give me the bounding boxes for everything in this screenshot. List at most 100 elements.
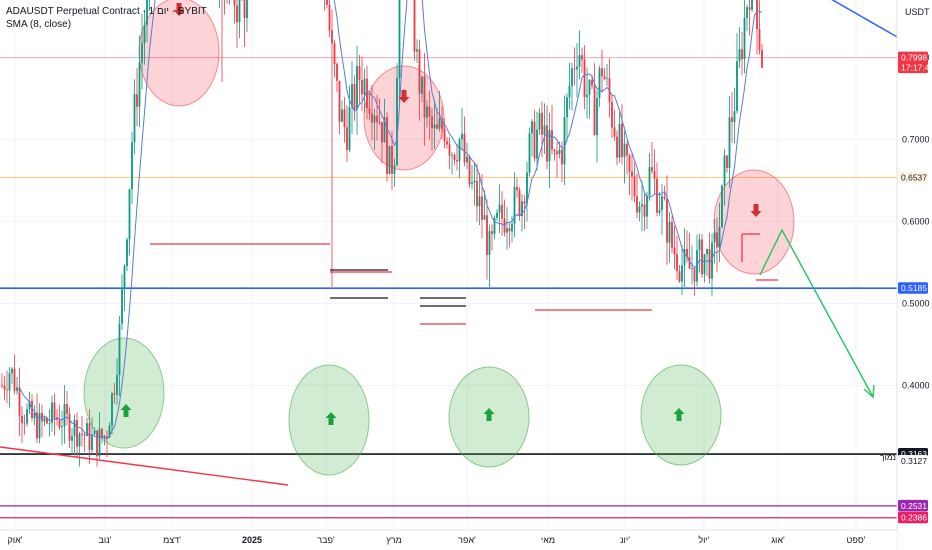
candle-body: [571, 68, 573, 86]
candle-body: [438, 118, 441, 129]
support-circle: [83, 337, 165, 449]
candle-body: [528, 133, 531, 173]
candle-body: [368, 108, 371, 114]
candle: [723, 148, 726, 206]
candle: [101, 427, 103, 444]
candle-body: [341, 109, 343, 122]
candle: [618, 111, 621, 163]
candle: [116, 358, 118, 405]
candle-body: [541, 112, 543, 135]
candle-body: [758, 28, 761, 51]
candle: [733, 87, 736, 144]
candle: [351, 61, 353, 134]
candle: [656, 162, 658, 217]
candle: [466, 142, 468, 170]
candle-body: [663, 196, 666, 199]
candle-body: [343, 109, 346, 128]
candle: [456, 143, 458, 171]
candle-body: [653, 171, 656, 179]
candle: [18, 367, 21, 437]
candle-body: [91, 434, 93, 451]
candle: [746, 4, 748, 32]
candle: [573, 47, 576, 86]
candle-body: [518, 190, 521, 217]
candle-body: [391, 146, 393, 174]
candle-body: [698, 239, 701, 251]
candle-body: [703, 254, 706, 275]
candle: [676, 235, 678, 280]
candle: [426, 100, 428, 128]
candle: [741, 31, 743, 76]
candle: [751, 0, 753, 13]
drawings[interactable]: [0, 0, 898, 486]
candle: [423, 52, 426, 146]
candle: [758, 0, 761, 55]
candle-body: [676, 254, 678, 272]
sma-indicator-label[interactable]: SMA (8, close): [6, 19, 72, 30]
candle-body: [48, 422, 51, 424]
candle-body: [371, 113, 373, 123]
candle-body: [361, 80, 363, 95]
annotation-circles[interactable]: [83, 0, 795, 476]
candle-body: [123, 266, 126, 290]
symbol-title[interactable]: ADAUSDT Perpetual Contract · 1 יום · BYB…: [6, 6, 207, 17]
candle-body: [393, 165, 396, 174]
candle: [643, 193, 646, 231]
candle: [471, 165, 473, 190]
down-arrow-icon: [173, 3, 185, 16]
price-tag-label: 0.6537: [901, 172, 927, 182]
candle: [743, 0, 746, 74]
candle-body: [126, 239, 128, 267]
candle-body: [121, 289, 123, 324]
time-tick-label: ספט': [847, 535, 866, 545]
candle-body: [643, 204, 646, 217]
candle-body: [591, 79, 593, 86]
candle: [233, 0, 236, 24]
candle-body: [456, 160, 458, 162]
candle: [373, 108, 376, 150]
horizontal-lines: [0, 57, 897, 519]
candle-body: [658, 210, 661, 213]
candle: [576, 43, 578, 98]
candle-body: [363, 78, 366, 95]
price-tag: 0.5185: [898, 282, 928, 294]
candle: [593, 63, 596, 136]
candle: [651, 142, 653, 174]
price-tag-bg: [898, 511, 928, 524]
price-tag: 0.3127: [898, 454, 928, 467]
candle: [121, 274, 123, 330]
candle: [8, 367, 11, 408]
candle-body: [453, 155, 456, 161]
candle-body: [88, 423, 91, 451]
candle-body: [626, 143, 628, 156]
candle-body: [421, 76, 423, 94]
candle-body: [51, 402, 53, 423]
candle: [468, 154, 471, 188]
candle-body: [38, 412, 41, 439]
candle: [668, 212, 671, 263]
candle-body: [681, 265, 683, 282]
price-axis[interactable]: USDT0.40000.50000.60000.70000.80000.9000…: [880, 0, 932, 550]
candle-body: [716, 232, 718, 248]
candle: [548, 112, 551, 188]
candle: [451, 152, 453, 175]
candle-body: [376, 115, 378, 123]
candle-body: [588, 79, 591, 95]
candle-body: [348, 107, 351, 151]
time-tick-label: מרץ: [386, 535, 402, 545]
candle: [623, 130, 626, 184]
candle-body: [686, 249, 688, 257]
time-tick-label: יול': [698, 535, 709, 545]
candle: [81, 416, 83, 447]
time-axis[interactable]: אוק' נוב' דצמ' 2025 פבר' מרץ אפר' מאי יונ' יול' או…: [0, 529, 897, 550]
candle-body: [553, 149, 556, 152]
price-tick-label: 0.7000: [902, 134, 930, 144]
candle-body: [11, 368, 13, 374]
candle-body: [631, 171, 633, 177]
candle-body: [243, 0, 246, 19]
candle: [133, 79, 136, 155]
candle: [128, 188, 131, 256]
candle-body: [131, 142, 133, 190]
candle-body: [501, 204, 503, 219]
